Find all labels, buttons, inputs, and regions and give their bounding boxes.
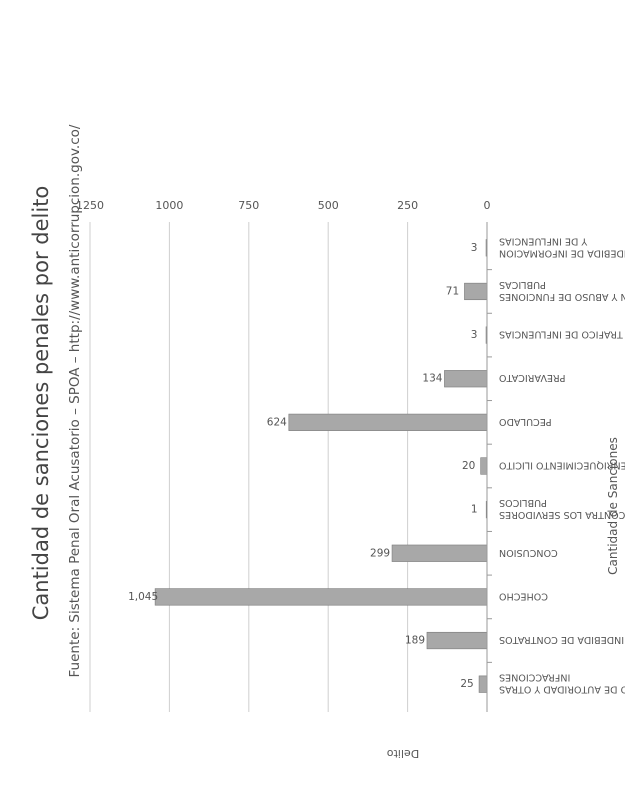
category-label: PREVARICATO — [499, 372, 566, 383]
category-label: COHECHO — [499, 590, 548, 601]
bar — [480, 457, 488, 475]
data-label: 299 — [370, 547, 390, 559]
category-label-line: PECULADO — [499, 416, 552, 427]
category-label: PECULADO — [499, 416, 552, 427]
category-label: USURPACION Y ABUSO DE FUNCIONESPUBLICAS — [499, 279, 625, 302]
category-label-line: COHECHO — [499, 590, 548, 601]
bar — [444, 370, 488, 388]
bar — [288, 413, 488, 431]
category-label: DELITOS CONTRA LOS SERVIDORESPUBLICOS — [499, 497, 625, 520]
data-label: 20 — [462, 460, 475, 472]
category-label-line: ABUSO DE AUTORIDAD Y OTRAS — [499, 684, 625, 695]
data-label: 189 — [405, 635, 425, 647]
x-axis-title: Delito — [387, 747, 420, 760]
data-label: 3 — [471, 242, 478, 254]
bar — [391, 544, 488, 562]
category-label-line: TRAFICO DE INFLUENCIAS — [499, 329, 624, 340]
category-label-line: UTILIZACION INDEBIDA DE INFORMACION — [499, 247, 625, 258]
data-label: 134 — [422, 373, 442, 385]
y-tick-label: 500 — [318, 199, 339, 212]
category-label: ABUSO DE AUTORIDAD Y OTRASINFRACCIONES — [499, 672, 625, 695]
y-tick-label: 1000 — [155, 199, 183, 212]
category-label: CELEBRACION INDEBIDA DE CONTRATOS — [499, 634, 625, 645]
bars-layer — [154, 239, 488, 693]
labels-layer: 25 ABUSO DE AUTORIDAD Y OTRASINFRACCIONES… — [128, 235, 625, 694]
category-label: CONCUSION — [499, 547, 558, 558]
data-label: 25 — [460, 678, 473, 690]
category-label-line: CONCUSION — [499, 547, 558, 558]
y-tick-label: 1250 — [76, 199, 104, 212]
data-label: 1 — [471, 504, 478, 516]
category-label-line: INFRACCIONES — [499, 672, 570, 683]
data-label: 3 — [471, 329, 478, 341]
category-label-line: PUBLICAS — [499, 279, 546, 290]
category-label: ENRIQUECIMIENTO ILICITO — [499, 460, 625, 471]
bar — [478, 675, 488, 693]
chart-subtitle: Fuente: Sistema Penal Oral Acusatorio – … — [67, 124, 83, 677]
bar — [154, 588, 488, 606]
bar — [464, 282, 488, 301]
data-label: 1,045 — [128, 591, 158, 603]
y-axis-title: Cantidad de Sanciones — [606, 437, 620, 575]
bar — [426, 631, 488, 650]
category-label-line: Y DE INFLUENCIAS — [499, 235, 588, 246]
y-tick-label: 250 — [397, 199, 418, 212]
data-label: 624 — [267, 416, 287, 428]
category-label-line: DELITOS CONTRA LOS SERVIDORES — [499, 509, 625, 520]
chart-rotated-group: 0 250 500 750 1000 1250 25 ABUSO DE AUTORIDAD … — [29, 124, 625, 760]
y-tick-label: 750 — [238, 199, 259, 212]
axis-layer: 0 250 500 750 1000 1250 — [76, 199, 492, 712]
category-label-line: PREVARICATO — [499, 372, 566, 383]
category-label: UTILIZACION INDEBIDA DE INFORMACIONY DE … — [499, 235, 625, 258]
chart-title: Cantidad de sanciones penales por delito — [29, 186, 53, 621]
category-label-line: CELEBRACION INDEBIDA DE CONTRATOS — [499, 634, 625, 645]
category-label-line: USURPACION Y ABUSO DE FUNCIONES — [499, 291, 625, 302]
category-label: TRAFICO DE INFLUENCIAS — [499, 329, 624, 340]
category-label-line: PUBLICOS — [499, 497, 547, 508]
y-tick-label: 0 — [484, 199, 491, 212]
category-label-line: ENRIQUECIMIENTO ILICITO — [499, 460, 625, 471]
data-label: 71 — [446, 285, 459, 297]
